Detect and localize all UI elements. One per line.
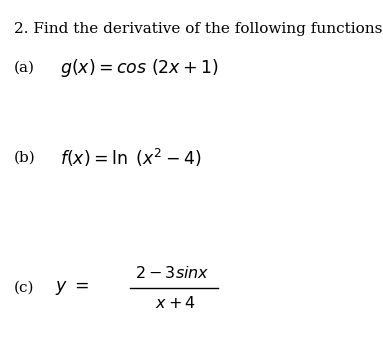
Text: (a): (a) bbox=[14, 61, 35, 75]
Text: 2. Find the derivative of the following functions.: 2. Find the derivative of the following … bbox=[14, 22, 383, 36]
Text: $y\ =$: $y\ =$ bbox=[55, 279, 90, 297]
Text: (c): (c) bbox=[14, 281, 34, 295]
Text: $g(x) = cos\ (2x+1)$: $g(x) = cos\ (2x+1)$ bbox=[60, 57, 219, 79]
Text: $2-3sinx$: $2-3sinx$ bbox=[135, 266, 210, 282]
Text: (b): (b) bbox=[14, 151, 36, 165]
Text: $f(x) = \ln\ (x^2-4)$: $f(x) = \ln\ (x^2-4)$ bbox=[60, 147, 201, 169]
Text: $x+4$: $x+4$ bbox=[155, 295, 196, 311]
